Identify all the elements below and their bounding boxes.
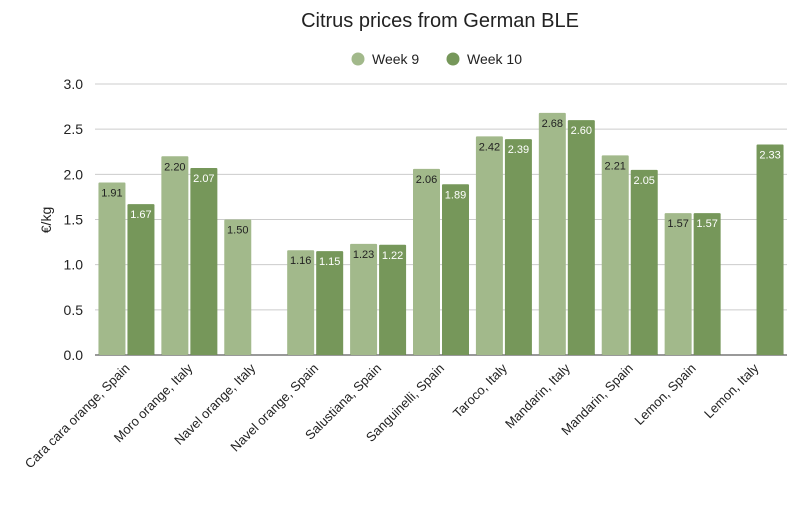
data-label: 2.33 bbox=[759, 150, 780, 162]
legend-label: Week 9 bbox=[372, 51, 419, 67]
bar-week10 bbox=[316, 251, 344, 355]
bar-week9 bbox=[287, 250, 315, 355]
bar-week9 bbox=[224, 219, 252, 355]
legend-label: Week 10 bbox=[467, 51, 522, 67]
data-label: 1.89 bbox=[445, 189, 466, 201]
data-label: 1.16 bbox=[290, 255, 311, 267]
data-label: 2.39 bbox=[508, 144, 529, 156]
y-tick-label: 1.5 bbox=[64, 212, 84, 228]
bar-week10 bbox=[190, 168, 218, 355]
x-tick-label: Lemon, Spain bbox=[631, 361, 698, 428]
y-tick-label: 3.0 bbox=[64, 76, 84, 92]
data-label: 1.15 bbox=[319, 256, 340, 268]
x-tick-label: Mandarin, Italy bbox=[502, 360, 573, 431]
legend: Week 9 Week 10 bbox=[351, 51, 522, 67]
data-label: 1.57 bbox=[696, 218, 717, 230]
bar-week10 bbox=[127, 204, 155, 355]
y-tick-label: 2.0 bbox=[64, 166, 84, 182]
bar-week9 bbox=[98, 182, 126, 355]
data-label: 2.07 bbox=[193, 173, 214, 185]
data-label: 1.22 bbox=[382, 250, 403, 262]
x-tick-label: Taroco, Italy bbox=[450, 360, 511, 421]
bar-week10 bbox=[442, 184, 469, 355]
chart-title: Citrus prices from German BLE bbox=[301, 10, 579, 32]
data-label: 1.23 bbox=[353, 249, 374, 261]
y-axis-ticks: 0.0 0.5 1.0 1.5 2.0 2.5 3.0 bbox=[64, 76, 84, 363]
data-label: 2.20 bbox=[164, 161, 185, 173]
data-labels: 1.91 1.67 2.20 2.07 1.50 1.16 1.15 1.23 1.22 2.06… bbox=[101, 118, 781, 268]
bar-week9 bbox=[350, 243, 378, 355]
bar-week10 bbox=[756, 144, 784, 355]
data-label: 1.67 bbox=[130, 209, 151, 221]
bars bbox=[98, 112, 784, 355]
y-tick-label: 1.0 bbox=[64, 257, 84, 273]
legend-marker-week9 bbox=[351, 52, 365, 66]
x-tick-label: Cara cara orange, Spain bbox=[22, 361, 133, 472]
bar-week10 bbox=[504, 139, 532, 355]
legend-marker-week10 bbox=[446, 52, 460, 66]
data-label: 2.42 bbox=[479, 141, 500, 153]
data-label: 1.91 bbox=[101, 187, 122, 199]
bar-week9 bbox=[538, 112, 566, 355]
bar-week10 bbox=[567, 120, 595, 355]
data-label: 1.50 bbox=[227, 225, 248, 237]
bar-week10 bbox=[379, 244, 407, 355]
data-label: 2.21 bbox=[605, 160, 626, 172]
bar-week9 bbox=[161, 156, 189, 355]
y-tick-label: 0.0 bbox=[64, 347, 84, 363]
x-tick-label: Lemon, Italy bbox=[701, 360, 762, 421]
data-label: 2.68 bbox=[542, 118, 563, 130]
y-tick-label: 2.5 bbox=[64, 121, 84, 137]
data-label: 2.60 bbox=[571, 125, 592, 137]
bar-week9 bbox=[475, 136, 503, 355]
bar-week10 bbox=[630, 169, 658, 355]
data-label: 1.57 bbox=[667, 218, 688, 230]
data-label: 2.05 bbox=[634, 175, 655, 187]
y-tick-label: 0.5 bbox=[64, 302, 84, 318]
bar-week9 bbox=[413, 168, 440, 355]
bar-week10 bbox=[693, 213, 721, 355]
data-label: 2.06 bbox=[416, 174, 437, 186]
y-axis-label: €/kg bbox=[38, 207, 54, 233]
bar-week9 bbox=[664, 213, 692, 355]
bar-week9 bbox=[601, 155, 629, 355]
